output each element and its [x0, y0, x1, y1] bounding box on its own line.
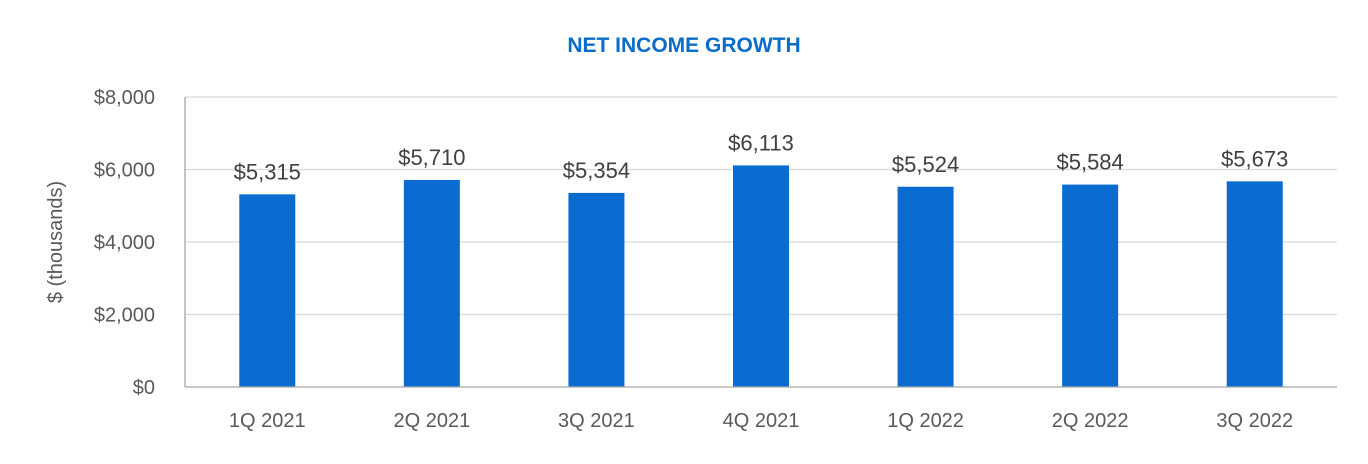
- y-axis-label: $ (thousands): [45, 181, 67, 303]
- x-tick-label: 2Q 2021: [393, 410, 470, 432]
- bar: [239, 194, 296, 387]
- x-tick-label: 1Q 2022: [887, 410, 964, 432]
- x-tick-label: 2Q 2022: [1052, 410, 1129, 432]
- data-label: $5,584: [1056, 150, 1123, 175]
- bar: [897, 186, 954, 387]
- x-tick-label: 4Q 2021: [723, 410, 800, 432]
- bar: [403, 180, 460, 387]
- x-tick-label: 1Q 2021: [229, 410, 306, 432]
- y-tick-label: $4,000: [94, 232, 155, 254]
- y-axis-ticks: $0 $2,000 $4,000 $6,000 $8,000: [94, 87, 155, 399]
- y-tick-label: $6,000: [94, 160, 155, 182]
- data-label: $5,315: [234, 159, 301, 184]
- data-label: $5,710: [398, 145, 465, 170]
- y-tick-label: $2,000: [94, 305, 155, 327]
- data-label: $6,113: [728, 130, 794, 155]
- y-tick-label: $0: [133, 377, 155, 399]
- bar: [1062, 184, 1119, 387]
- bar: [733, 165, 789, 387]
- data-labels: $5,315 $5,710 $5,354 $6,113 $5,524 $5,584 $5,6…: [234, 130, 1289, 184]
- bars: [239, 165, 1283, 387]
- x-tick-label: 3Q 2022: [1216, 410, 1293, 432]
- bar: [1226, 181, 1283, 387]
- data-label: $5,524: [892, 152, 959, 177]
- bar: [568, 192, 625, 387]
- x-tick-label: 3Q 2021: [558, 410, 635, 432]
- data-label: $5,673: [1221, 146, 1288, 171]
- data-label: $5,354: [563, 158, 630, 183]
- x-axis-ticks: 1Q 2021 2Q 2021 3Q 2021 4Q 2021 1Q 2022 2Q 20…: [229, 410, 1293, 432]
- chart-title: NET INCOME GROWTH: [567, 34, 800, 57]
- y-tick-label: $8,000: [94, 87, 155, 109]
